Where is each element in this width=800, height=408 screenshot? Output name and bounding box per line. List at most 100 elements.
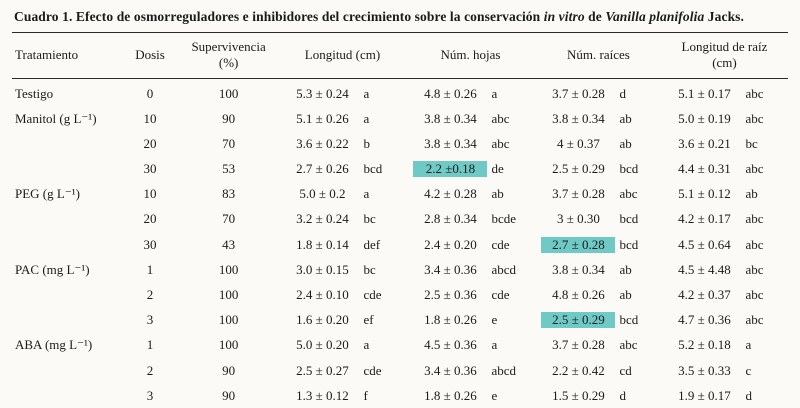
measure-value: 4 ± 0.37 xyxy=(557,135,600,151)
significance-letters: ab xyxy=(491,186,504,202)
treatment-cell xyxy=(12,131,123,156)
measure-value: 1.6 ± 0.20 xyxy=(296,312,349,328)
table-body: Testigo 0 100 5.3 ± 0.24 a 4.8 ± 0.26 a 3.7 ± 0… xyxy=(12,78,788,408)
table-row: Testigo 0 100 5.3 ± 0.24 a 4.8 ± 0.26 a 3.7 ± 0… xyxy=(12,78,788,106)
num-raices-cell: 1.5 ± 0.29 d xyxy=(536,383,661,408)
num-raices-cell: 3.7 ± 0.28 abc xyxy=(536,333,661,358)
treatment-cell: Testigo xyxy=(15,85,54,101)
num-raices-cell: 3.7 ± 0.28 d xyxy=(536,78,661,106)
num-hojas-cell: 1.8 ± 0.26 e xyxy=(405,383,536,408)
significance-letters: bcd xyxy=(619,211,639,227)
longitud-cell: 5.0 ± 0.20 a xyxy=(280,333,405,358)
significance-letters: e xyxy=(491,312,498,328)
table-row: 30 53 2.7 ± 0.26 bcd 2.2 ±0.18 de 2.5 ± 0.29 bc… xyxy=(12,156,788,181)
longitud-raiz-cell: 4.5 ± 0.64 abc xyxy=(661,232,788,257)
survival-cell: 90 xyxy=(222,362,236,378)
caption-text-3: Jacks. xyxy=(704,9,745,24)
significance-letters: abc xyxy=(491,135,510,151)
treatment-cell: PAC (mg L⁻¹) xyxy=(15,261,90,277)
significance-letters: bcd xyxy=(363,161,383,177)
significance-letters: bc xyxy=(363,211,376,227)
dose-cell: 10 xyxy=(143,110,157,126)
num-hojas-cell: 2.4 ± 0.20 cde xyxy=(405,232,536,257)
significance-letters: a xyxy=(363,85,370,101)
num-raices-cell: 3 ± 0.30 bcd xyxy=(536,207,661,232)
measure-value: 5.3 ± 0.24 xyxy=(296,85,349,101)
longitud-cell: 3.2 ± 0.24 bc xyxy=(280,207,405,232)
measure-value: 3.8 ± 0.34 xyxy=(552,110,605,126)
significance-letters: a xyxy=(363,337,370,353)
measure-value: 1.8 ± 0.26 xyxy=(424,387,477,403)
survival-cell: 43 xyxy=(222,236,236,252)
table-row: PEG (g L⁻¹) 10 83 5.0 ± 0.2 a 4.2 ± 0.28 ab 3.7… xyxy=(12,182,788,207)
significance-letters: ab xyxy=(619,261,632,277)
measure-value: 1.8 ± 0.26 xyxy=(424,312,477,328)
measure-value: 3.6 ± 0.21 xyxy=(678,135,731,151)
col-header-num-hojas: Núm. hojas xyxy=(440,47,501,63)
measure-value: 3.8 ± 0.34 xyxy=(424,110,477,126)
table-row: 3 100 1.6 ± 0.20 ef 1.8 ± 0.26 e 2.5 ± 0.29 bcd… xyxy=(12,308,788,333)
measure-value: 2.5 ± 0.36 xyxy=(424,287,477,302)
measure-value: 3.2 ± 0.24 xyxy=(296,211,349,227)
results-table: Tratamiento Dosis Supervivencia (%) Long… xyxy=(12,32,788,408)
num-hojas-cell: 3.4 ± 0.36 abcd xyxy=(405,358,536,383)
measure-value: 3.0 ± 0.15 xyxy=(296,261,349,277)
longitud-cell: 1.6 ± 0.20 ef xyxy=(280,308,405,333)
measure-value: 4.2 ± 0.17 xyxy=(678,211,731,227)
longitud-cell: 2.7 ± 0.26 bcd xyxy=(280,156,405,181)
significance-letters: cde xyxy=(363,287,382,302)
survival-cell: 100 xyxy=(218,261,239,277)
treatment-cell xyxy=(12,383,123,408)
significance-letters: def xyxy=(363,236,381,252)
dose-cell: 3 xyxy=(146,312,154,328)
longitud-raiz-cell: 5.2 ± 0.18 a xyxy=(661,333,788,358)
treatment-cell xyxy=(12,308,123,333)
survival-cell: 100 xyxy=(218,287,239,302)
dose-cell: 2 xyxy=(146,362,154,378)
significance-letters: b xyxy=(363,135,371,151)
measure-value-highlighted: 2.5 ± 0.29 xyxy=(541,312,616,329)
longitud-cell: 1.3 ± 0.12 f xyxy=(280,383,405,408)
longitud-raiz-cell: 4.5 ± 4.48 abc xyxy=(661,257,788,282)
measure-value: 5.2 ± 0.18 xyxy=(678,337,731,353)
caption-text-1: Cuadro 1. Efecto de osmorreguladores e i… xyxy=(14,9,544,24)
col-header-tratamiento: Tratamiento xyxy=(15,47,79,63)
significance-letters: d xyxy=(619,387,626,403)
longitud-cell: 5.1 ± 0.26 a xyxy=(280,106,405,131)
measure-value: 4.5 ± 0.64 xyxy=(678,236,731,252)
num-raices-cell: 2.5 ± 0.29 bcd xyxy=(536,308,661,333)
significance-letters: cde xyxy=(363,362,382,378)
caption-italic-in-vitro: in vitro xyxy=(543,9,585,24)
dose-cell: 20 xyxy=(143,211,157,227)
significance-letters: abcd xyxy=(491,362,517,378)
survival-cell: 70 xyxy=(222,135,236,151)
num-hojas-cell: 1.8 ± 0.26 e xyxy=(405,308,536,333)
num-raices-cell: 2.5 ± 0.29 bcd xyxy=(536,156,661,181)
dose-cell: 10 xyxy=(143,186,157,202)
num-raices-cell: 2.2 ± 0.42 cd xyxy=(536,358,661,383)
significance-letters: a xyxy=(363,186,370,202)
num-raices-cell: 3.8 ± 0.34 ab xyxy=(536,257,661,282)
measure-value: 4.8 ± 0.26 xyxy=(552,287,605,302)
dose-cell: 20 xyxy=(143,135,157,151)
table-row: 20 70 3.6 ± 0.22 b 3.8 ± 0.34 abc 4 ± 0.37 ab 3.… xyxy=(12,131,788,156)
significance-letters: bcd xyxy=(619,236,639,252)
significance-letters: abc xyxy=(745,110,764,126)
significance-letters: ab xyxy=(745,186,758,202)
significance-letters: abc xyxy=(745,161,764,177)
measure-value: 2.8 ± 0.34 xyxy=(424,211,477,227)
num-hojas-cell: 2.5 ± 0.36 cde xyxy=(405,282,536,307)
significance-letters: abc xyxy=(745,236,764,252)
measure-value: 4.2 ± 0.37 xyxy=(678,287,731,302)
significance-letters: c xyxy=(745,362,752,378)
treatment-cell: ABA (mg L⁻¹) xyxy=(15,337,93,353)
significance-letters: bcd xyxy=(619,161,639,177)
significance-letters: de xyxy=(491,161,504,177)
measure-value: 3.7 ± 0.28 xyxy=(552,186,605,202)
longitud-raiz-cell: 3.6 ± 0.21 bc xyxy=(661,131,788,156)
table-row: ABA (mg L⁻¹) 1 100 5.0 ± 0.20 a 4.5 ± 0.36 a 3.… xyxy=(12,333,788,358)
measure-value: 4.4 ± 0.31 xyxy=(678,161,731,177)
num-hojas-cell: 4.2 ± 0.28 ab xyxy=(405,182,536,207)
measure-value: 4.5 ± 4.48 xyxy=(678,261,731,277)
significance-letters: abc xyxy=(745,287,764,302)
